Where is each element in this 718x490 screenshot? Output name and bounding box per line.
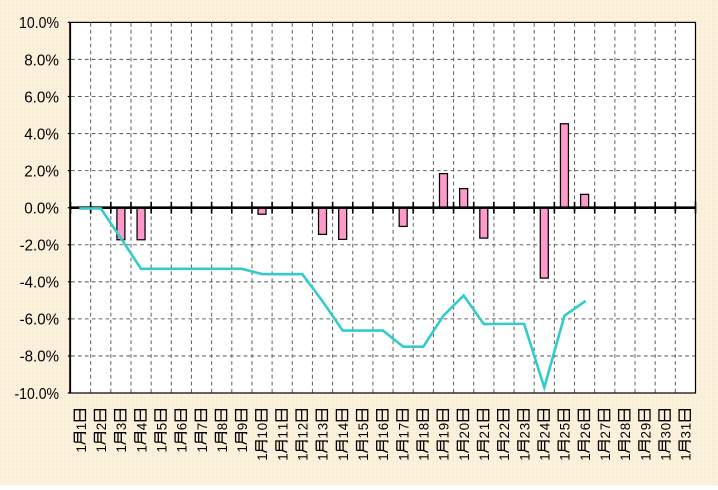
svg-text:1: 1 <box>376 453 391 460</box>
svg-text:1: 1 <box>658 453 673 460</box>
svg-text:-2.0%: -2.0% <box>20 238 59 255</box>
svg-text:2: 2 <box>457 431 472 438</box>
svg-text:1: 1 <box>477 453 492 460</box>
svg-text:2: 2 <box>296 423 311 430</box>
svg-text:1: 1 <box>679 423 694 430</box>
svg-text:1: 1 <box>336 453 351 460</box>
svg-text:3: 3 <box>517 423 532 430</box>
svg-text:2: 2 <box>578 431 593 438</box>
svg-text:1: 1 <box>477 423 492 430</box>
svg-text:9: 9 <box>437 423 452 430</box>
svg-text:1: 1 <box>316 431 331 438</box>
svg-text:1: 1 <box>356 431 371 438</box>
svg-text:2: 2 <box>537 431 552 438</box>
svg-text:0: 0 <box>658 423 673 430</box>
svg-text:1: 1 <box>296 453 311 460</box>
svg-text:2: 2 <box>94 423 109 430</box>
svg-text:1: 1 <box>275 423 290 430</box>
svg-text:2.0%: 2.0% <box>24 163 59 180</box>
svg-text:3: 3 <box>316 423 331 430</box>
svg-text:4: 4 <box>336 422 351 430</box>
svg-text:6: 6 <box>175 423 190 430</box>
svg-text:1: 1 <box>417 453 432 460</box>
svg-text:1: 1 <box>517 453 532 460</box>
svg-text:4: 4 <box>537 422 552 430</box>
svg-text:2: 2 <box>477 431 492 438</box>
svg-text:8.0%: 8.0% <box>24 52 59 69</box>
svg-text:1: 1 <box>537 453 552 460</box>
svg-text:2: 2 <box>618 431 633 438</box>
svg-text:1: 1 <box>598 453 613 460</box>
svg-text:1: 1 <box>437 453 452 460</box>
svg-text:5: 5 <box>558 423 573 430</box>
svg-text:0: 0 <box>457 423 472 430</box>
svg-text:1: 1 <box>215 445 230 452</box>
svg-text:8: 8 <box>618 423 633 430</box>
svg-text:1: 1 <box>74 445 89 452</box>
svg-text:7: 7 <box>396 423 411 430</box>
svg-text:-6.0%: -6.0% <box>20 312 59 329</box>
svg-text:1: 1 <box>134 445 149 452</box>
svg-text:1: 1 <box>679 453 694 460</box>
svg-text:2: 2 <box>517 431 532 438</box>
svg-text:1: 1 <box>578 453 593 460</box>
svg-text:8: 8 <box>215 423 230 430</box>
svg-text:-10.0%: -10.0% <box>15 386 60 403</box>
svg-text:9: 9 <box>638 423 653 430</box>
svg-text:1: 1 <box>154 445 169 452</box>
svg-text:7: 7 <box>195 423 210 430</box>
svg-text:3: 3 <box>658 431 673 438</box>
svg-text:6.0%: 6.0% <box>24 89 59 106</box>
svg-text:0: 0 <box>255 423 270 430</box>
svg-text:-4.0%: -4.0% <box>20 275 59 292</box>
svg-text:5: 5 <box>154 423 169 430</box>
svg-text:2: 2 <box>598 431 613 438</box>
svg-text:1: 1 <box>235 445 250 452</box>
svg-text:-8.0%: -8.0% <box>20 349 59 366</box>
svg-text:1: 1 <box>94 445 109 452</box>
svg-text:1: 1 <box>396 453 411 460</box>
svg-text:1: 1 <box>275 453 290 460</box>
svg-text:2: 2 <box>638 431 653 438</box>
svg-text:2: 2 <box>558 431 573 438</box>
svg-text:1: 1 <box>638 453 653 460</box>
svg-text:1: 1 <box>114 445 129 452</box>
svg-text:1: 1 <box>417 431 432 438</box>
svg-text:1: 1 <box>296 431 311 438</box>
svg-text:1: 1 <box>396 431 411 438</box>
svg-text:4: 4 <box>134 422 149 430</box>
svg-text:6: 6 <box>578 423 593 430</box>
svg-text:10.0%: 10.0% <box>19 15 59 32</box>
svg-text:1: 1 <box>275 431 290 438</box>
svg-text:1: 1 <box>558 453 573 460</box>
svg-text:6: 6 <box>376 423 391 430</box>
svg-text:5: 5 <box>356 423 371 430</box>
svg-text:1: 1 <box>376 431 391 438</box>
svg-text:1: 1 <box>356 453 371 460</box>
svg-text:1: 1 <box>336 431 351 438</box>
svg-text:1: 1 <box>437 431 452 438</box>
svg-text:1: 1 <box>497 453 512 460</box>
svg-text:7: 7 <box>598 423 613 430</box>
svg-text:1: 1 <box>175 445 190 452</box>
svg-text:1: 1 <box>457 453 472 460</box>
svg-text:8: 8 <box>417 423 432 430</box>
svg-text:1: 1 <box>195 445 210 452</box>
svg-text:2: 2 <box>497 423 512 430</box>
svg-text:9: 9 <box>235 423 250 430</box>
svg-text:1: 1 <box>255 453 270 460</box>
svg-text:2: 2 <box>497 431 512 438</box>
svg-text:4.0%: 4.0% <box>24 126 59 143</box>
svg-text:0.0%: 0.0% <box>24 201 59 218</box>
svg-text:3: 3 <box>114 423 129 430</box>
svg-text:1: 1 <box>618 453 633 460</box>
svg-text:3: 3 <box>679 431 694 438</box>
svg-text:1: 1 <box>316 453 331 460</box>
svg-text:1: 1 <box>255 431 270 438</box>
svg-text:1: 1 <box>74 423 89 430</box>
